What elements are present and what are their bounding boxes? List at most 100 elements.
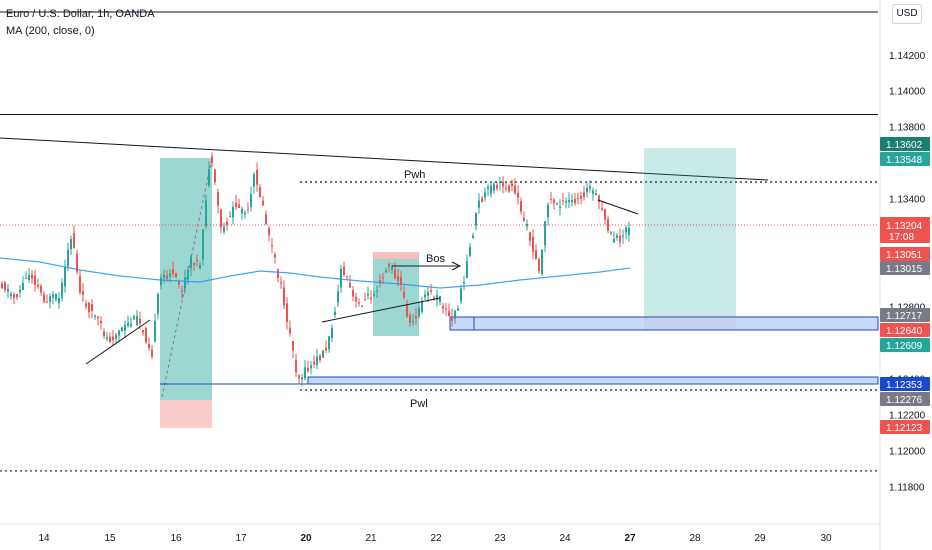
candle-body — [76, 253, 78, 273]
candle-body — [256, 169, 258, 185]
candle-body — [160, 277, 162, 286]
candle-body — [247, 209, 249, 211]
candle-body — [130, 324, 132, 327]
price-label-value: 1.12276 — [886, 395, 923, 406]
candle-body — [265, 214, 267, 225]
candle-body — [544, 221, 546, 246]
candle-body — [616, 235, 618, 238]
trendline-main — [0, 137, 769, 181]
candle-body — [376, 290, 378, 292]
price-label-bg — [880, 308, 930, 322]
candle-body — [262, 200, 264, 206]
candle-body — [334, 311, 336, 316]
price-label: 1.12717 — [880, 308, 930, 322]
price-label: 1.12123 — [880, 420, 930, 434]
candle-body — [277, 269, 279, 278]
candle-body — [397, 276, 399, 282]
candle-body — [214, 169, 216, 183]
candle-body — [619, 235, 621, 243]
candle-body — [391, 266, 393, 271]
candle-body — [592, 190, 594, 194]
price-label-bg — [880, 217, 930, 243]
candle-body — [487, 186, 489, 189]
price-label-value: 1.13204 — [886, 221, 923, 232]
candle-body — [547, 204, 549, 218]
candle-body — [424, 294, 426, 298]
candle-body — [535, 250, 537, 260]
candle-body — [559, 206, 561, 209]
candle-body — [499, 181, 501, 183]
candle-body — [409, 315, 411, 323]
candle-body — [367, 293, 369, 296]
candle-body — [280, 282, 282, 284]
candle-body — [379, 280, 381, 284]
candle-body — [427, 291, 429, 296]
candle-body — [211, 156, 213, 164]
candle-body — [295, 360, 297, 373]
symbol-title[interactable]: Euro / U.S. Dollar, 1h, OANDA — [6, 8, 155, 20]
candle-body — [199, 265, 201, 269]
x-tick-label: 28 — [689, 533, 701, 544]
y-tick-label: 1.13800 — [889, 123, 926, 134]
candle-body — [223, 226, 225, 232]
candle-body — [31, 274, 33, 279]
candle-body — [34, 275, 36, 286]
price-label: 1.12609 — [880, 338, 930, 352]
currency-button[interactable]: USD — [892, 4, 922, 24]
candle-body — [439, 295, 441, 302]
price-label-value: 1.13602 — [886, 140, 923, 151]
candle-body — [370, 297, 372, 300]
candle-body — [457, 308, 459, 311]
candle-body — [361, 305, 363, 307]
candle-body — [346, 276, 348, 278]
bos-arrow-icon — [451, 261, 462, 271]
candle-body — [124, 324, 126, 332]
annotation-pwh: Pwh — [404, 169, 425, 181]
x-tick-label: 30 — [820, 533, 832, 544]
candle-body — [298, 375, 300, 379]
candle-body — [196, 259, 198, 261]
candle-body — [151, 349, 153, 357]
candle-body — [136, 316, 138, 325]
candle-body — [505, 187, 507, 189]
candle-body — [331, 327, 333, 339]
candle-body — [415, 315, 417, 319]
candle-body — [220, 209, 222, 228]
candle-body — [1, 283, 3, 289]
x-tick-label: 14 — [38, 533, 50, 544]
candle-body — [115, 334, 117, 339]
candle-body — [469, 247, 471, 256]
trendline-21 — [321, 297, 441, 323]
price-label-bg — [880, 152, 930, 166]
candle-body — [85, 303, 87, 307]
candle-body — [538, 259, 540, 272]
price-label-bg — [880, 420, 930, 434]
price-label: 1.13051 — [880, 247, 930, 261]
candle-body — [478, 200, 480, 208]
annotation-pwl: Pwl — [410, 398, 428, 410]
candle-body — [166, 275, 168, 279]
candle-body — [64, 266, 66, 287]
candle-body — [511, 183, 513, 187]
candle-body — [466, 261, 468, 278]
candle-body — [568, 200, 570, 203]
y-tick-label: 1.13400 — [889, 195, 926, 206]
candle-body — [46, 301, 48, 303]
candle-body — [16, 294, 18, 298]
price-label-bg — [880, 392, 930, 406]
candle-body — [481, 198, 483, 202]
indicator-title[interactable]: MA (200, close, 0) — [6, 25, 95, 37]
candle-body — [598, 195, 600, 203]
candle-body — [286, 303, 288, 322]
price-label-bg — [880, 323, 930, 337]
candle-body — [382, 277, 384, 279]
candle-body — [589, 186, 591, 189]
candle-body — [10, 293, 12, 297]
candle-body — [259, 187, 261, 198]
candle-body — [172, 269, 174, 274]
candle-body — [313, 361, 315, 365]
price-label-bg — [880, 377, 930, 391]
candle-body — [496, 184, 498, 189]
candle-body — [58, 297, 60, 304]
